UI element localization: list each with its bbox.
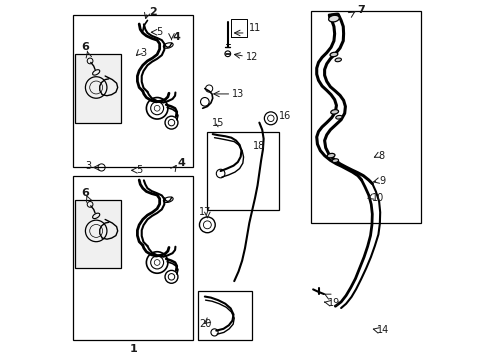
Bar [311,12,421,223]
Text: 20: 20 [199,319,212,329]
Text: 13: 13 [232,89,245,99]
Text: 17: 17 [198,207,211,217]
Text: 3: 3 [85,161,92,171]
Text: 7: 7 [357,5,365,15]
Bar [74,54,122,123]
Text: 6: 6 [81,42,89,52]
Text: 8: 8 [378,150,385,161]
Text: 6: 6 [81,188,89,198]
Ellipse shape [335,58,342,62]
Ellipse shape [332,159,339,162]
Text: 3: 3 [140,48,146,58]
Text: 14: 14 [377,325,390,335]
Ellipse shape [330,52,338,57]
Text: 15: 15 [212,118,224,128]
Text: 2: 2 [149,7,157,17]
Text: 1: 1 [129,344,137,354]
Text: 11: 11 [248,23,261,33]
Bar [74,200,122,268]
Bar [73,15,193,167]
Text: 16: 16 [279,111,292,121]
Text: 4: 4 [178,158,186,168]
Text: 12: 12 [246,52,258,62]
Text: 9: 9 [379,176,385,186]
Text: 5: 5 [156,27,162,37]
Bar [198,291,252,339]
Ellipse shape [327,153,335,158]
Text: 10: 10 [372,193,384,203]
Bar [73,176,193,339]
Text: 5: 5 [136,165,143,175]
Ellipse shape [336,116,342,119]
Text: 18: 18 [253,141,265,151]
Bar [207,132,279,211]
Text: 4: 4 [172,32,180,41]
Ellipse shape [329,15,339,22]
Ellipse shape [331,110,339,114]
Text: 19: 19 [328,298,341,308]
